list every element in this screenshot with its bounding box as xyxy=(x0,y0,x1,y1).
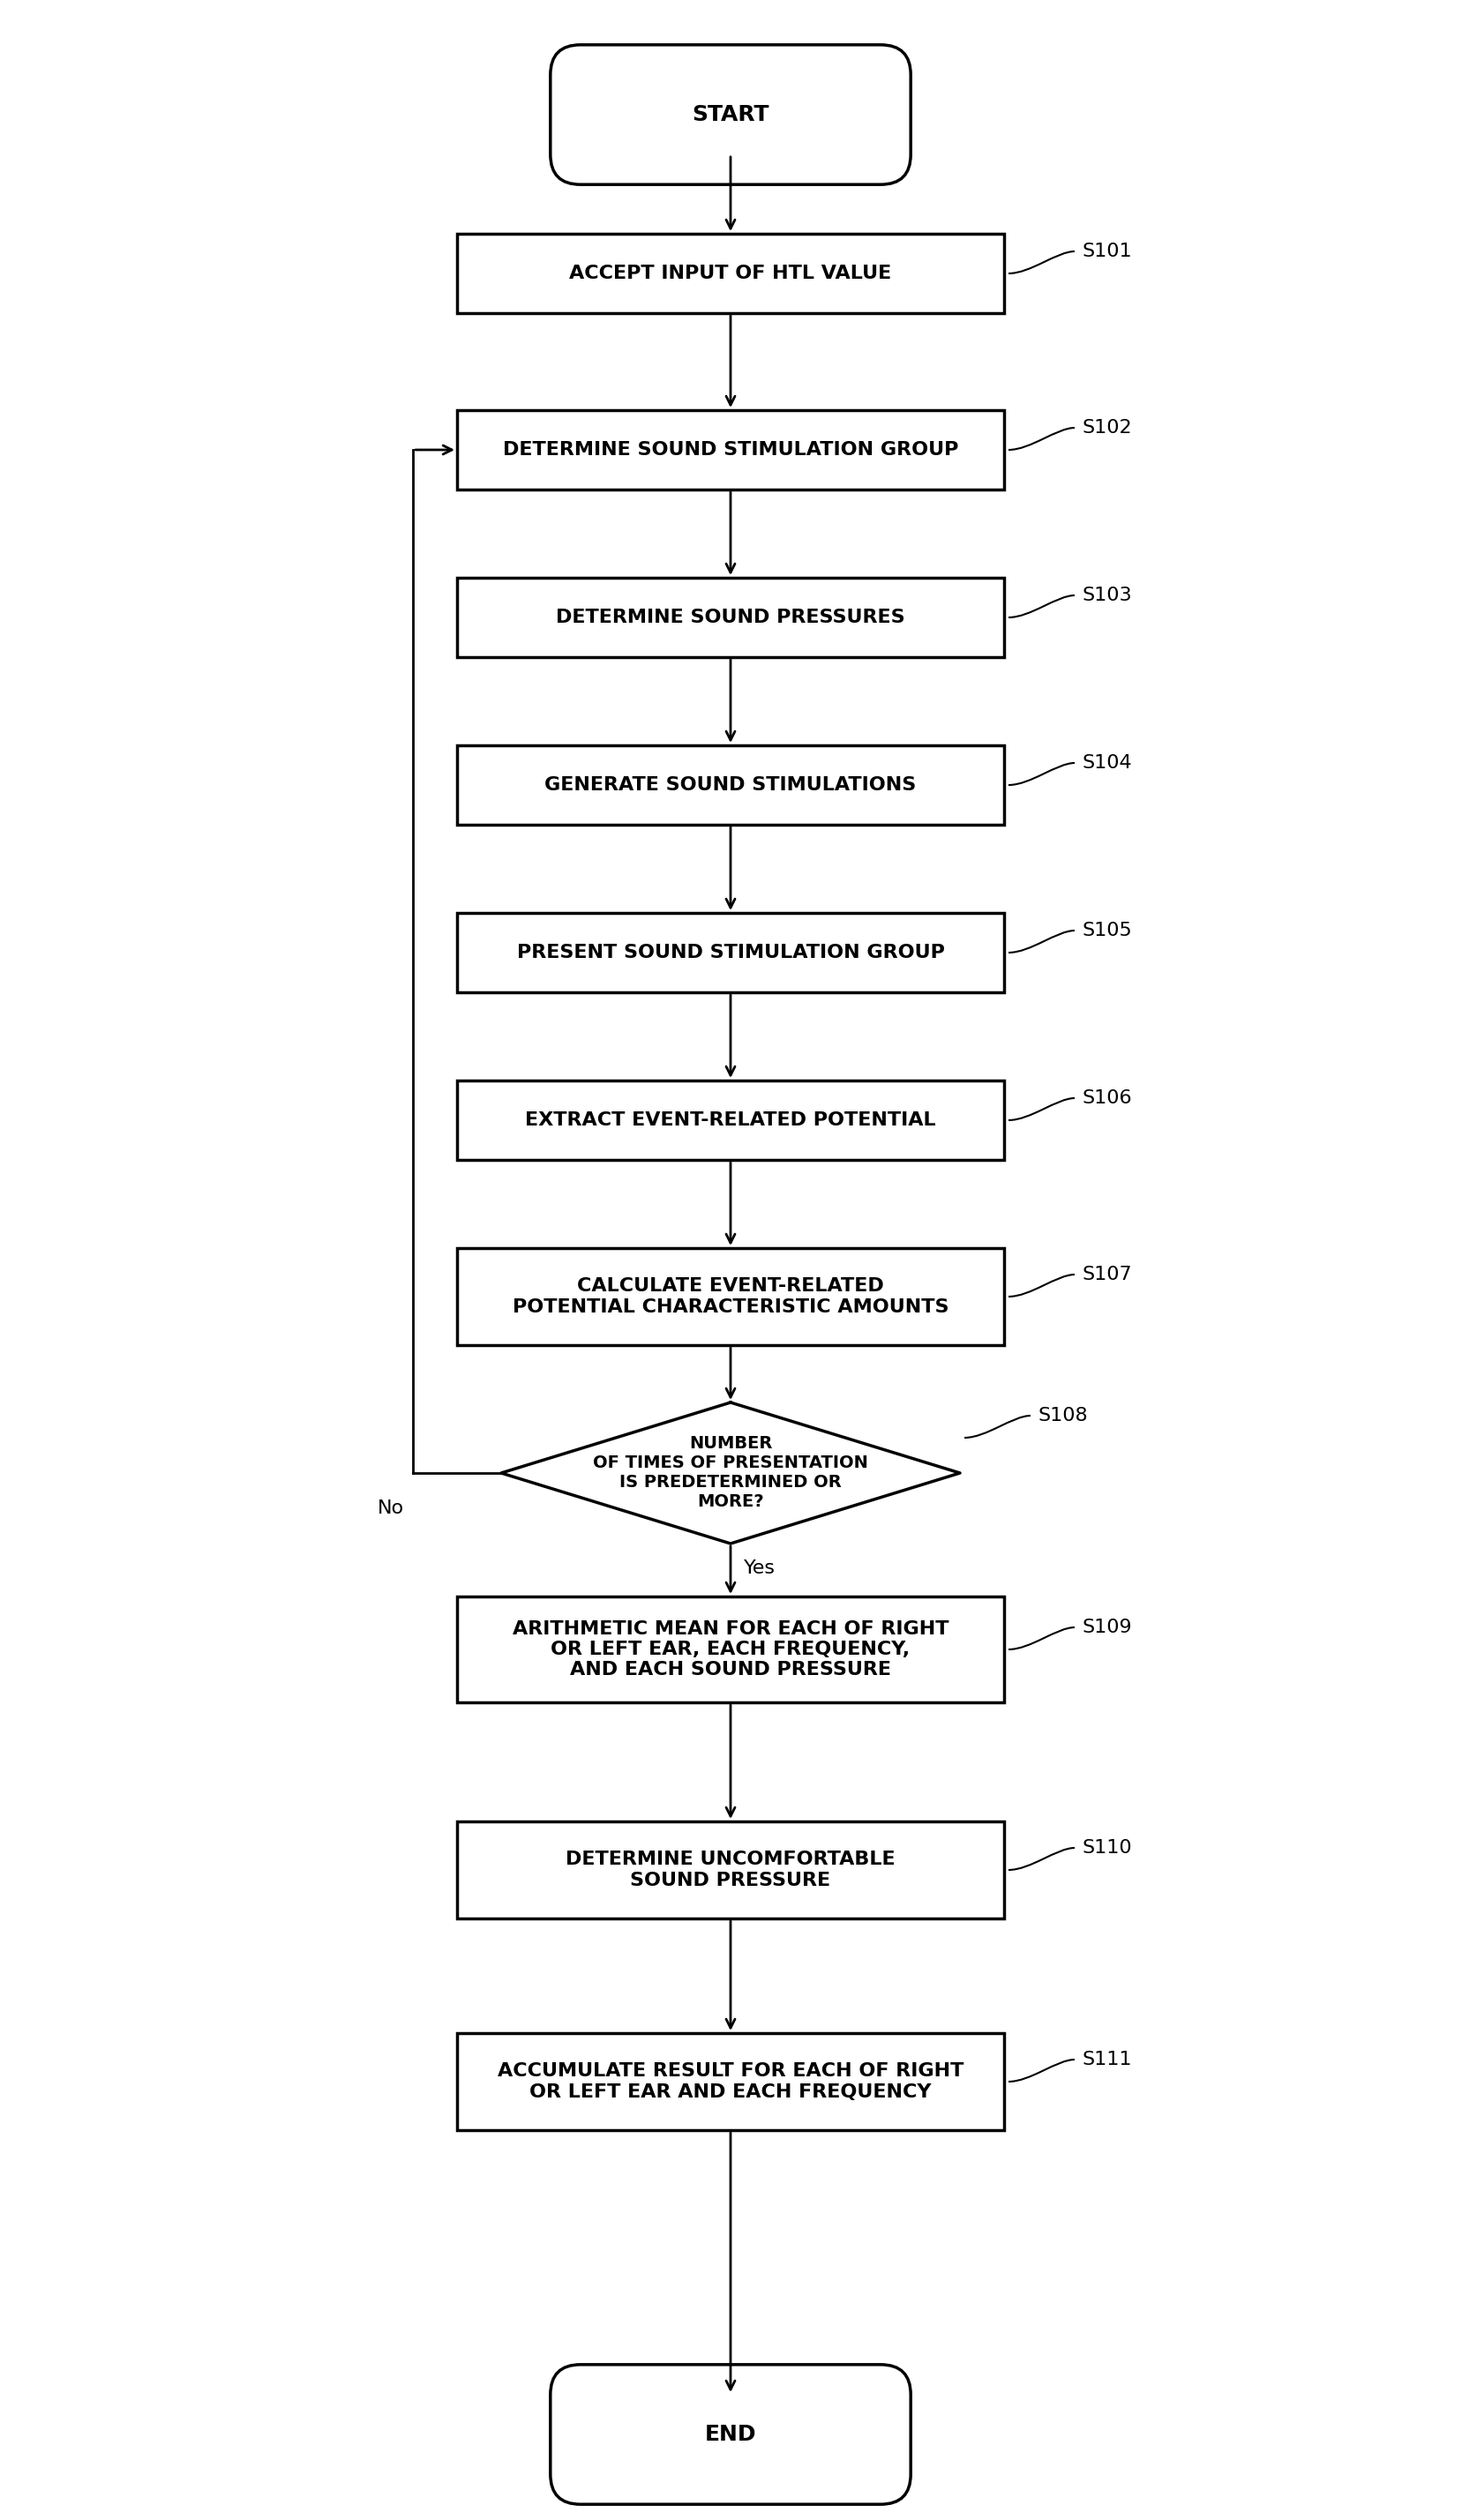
Bar xyxy=(458,577,1004,658)
Text: S110: S110 xyxy=(1082,1840,1132,1857)
Text: DETERMINE UNCOMFORTABLE
SOUND PRESSURE: DETERMINE UNCOMFORTABLE SOUND PRESSURE xyxy=(566,1850,895,1890)
Bar xyxy=(458,1081,1004,1159)
Bar xyxy=(458,746,1004,824)
FancyBboxPatch shape xyxy=(550,2364,911,2505)
Polygon shape xyxy=(501,1404,961,1545)
Text: GENERATE SOUND STIMULATIONS: GENERATE SOUND STIMULATIONS xyxy=(545,776,917,794)
Text: DETERMINE SOUND STIMULATION GROUP: DETERMINE SOUND STIMULATION GROUP xyxy=(503,441,959,459)
Text: START: START xyxy=(692,103,769,126)
Text: END: END xyxy=(705,2424,756,2444)
Bar xyxy=(458,234,1004,312)
Text: NUMBER
OF TIMES OF PRESENTATION
IS PREDETERMINED OR
MORE?: NUMBER OF TIMES OF PRESENTATION IS PREDE… xyxy=(594,1436,868,1509)
Text: EXTRACT EVENT-RELATED POTENTIAL: EXTRACT EVENT-RELATED POTENTIAL xyxy=(525,1111,936,1129)
Bar xyxy=(458,912,1004,993)
Text: ACCEPT INPUT OF HTL VALUE: ACCEPT INPUT OF HTL VALUE xyxy=(569,265,892,282)
Text: ARITHMETIC MEAN FOR EACH OF RIGHT
OR LEFT EAR, EACH FREQUENCY,
AND EACH SOUND PR: ARITHMETIC MEAN FOR EACH OF RIGHT OR LEF… xyxy=(512,1620,949,1678)
Bar xyxy=(458,1822,1004,1918)
Text: S102: S102 xyxy=(1082,418,1132,436)
Bar xyxy=(458,411,1004,489)
Text: PRESENT SOUND STIMULATION GROUP: PRESENT SOUND STIMULATION GROUP xyxy=(516,945,944,963)
FancyBboxPatch shape xyxy=(550,45,911,184)
Text: S101: S101 xyxy=(1082,242,1132,260)
Text: S107: S107 xyxy=(1082,1265,1132,1283)
Text: S103: S103 xyxy=(1082,587,1132,605)
Text: S109: S109 xyxy=(1082,1618,1132,1635)
Bar xyxy=(458,2034,1004,2129)
Text: DETERMINE SOUND PRESSURES: DETERMINE SOUND PRESSURES xyxy=(556,610,905,627)
Bar xyxy=(458,1247,1004,1346)
Text: No: No xyxy=(377,1499,404,1517)
Text: S108: S108 xyxy=(1038,1406,1088,1424)
Text: ACCUMULATE RESULT FOR EACH OF RIGHT
OR LEFT EAR AND EACH FREQUENCY: ACCUMULATE RESULT FOR EACH OF RIGHT OR L… xyxy=(497,2061,963,2102)
Text: S106: S106 xyxy=(1082,1089,1132,1106)
Text: S105: S105 xyxy=(1082,922,1132,940)
Text: Yes: Yes xyxy=(744,1560,775,1578)
Text: S111: S111 xyxy=(1082,2051,1132,2069)
Bar xyxy=(458,1598,1004,1704)
Text: S104: S104 xyxy=(1082,753,1132,771)
Text: CALCULATE EVENT-RELATED
POTENTIAL CHARACTERISTIC AMOUNTS: CALCULATE EVENT-RELATED POTENTIAL CHARAC… xyxy=(512,1278,949,1315)
